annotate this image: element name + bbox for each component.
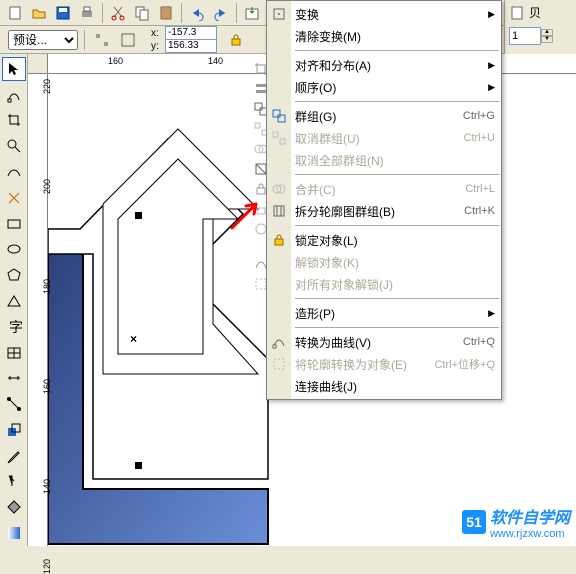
menu-item[interactable]: 变换▶ <box>267 3 501 25</box>
open-icon[interactable] <box>28 2 50 24</box>
import-icon[interactable] <box>241 2 263 24</box>
basic-shapes-tool[interactable] <box>2 289 26 313</box>
menu-item[interactable]: 造形(P)▶ <box>267 302 501 324</box>
redo-icon[interactable] <box>210 2 232 24</box>
watermark-text: 软件自学网 <box>490 504 570 528</box>
copy-icon[interactable] <box>131 2 153 24</box>
menu-item[interactable]: 转换为曲线(V)Ctrl+Q <box>267 331 501 353</box>
undo-icon[interactable] <box>186 2 208 24</box>
watermark-icon: 51 <box>462 510 486 534</box>
connector-tool[interactable] <box>2 392 26 416</box>
selection-handle[interactable] <box>135 212 142 219</box>
ruler-corner[interactable] <box>28 54 48 74</box>
menu-item[interactable]: 顺序(O)▶ <box>267 76 501 98</box>
svg-text:字: 字 <box>9 319 22 335</box>
panel-label: 贝 <box>529 4 541 21</box>
preset-select[interactable]: 预设... <box>8 30 78 50</box>
menu-item[interactable]: 对齐和分布(A)▶ <box>267 54 501 76</box>
shape-tool[interactable] <box>2 83 26 107</box>
menu-item: 取消全部群组(N) <box>267 149 501 171</box>
pick-tool[interactable] <box>2 57 26 81</box>
selection-handle[interactable] <box>135 462 142 469</box>
spinner-field[interactable] <box>509 27 541 45</box>
doc-icon <box>509 5 525 21</box>
watermark: 51 软件自学网 www.rjzxw.com <box>462 504 570 540</box>
ruler-vertical[interactable]: 220200180160140120 <box>28 74 48 546</box>
x-value[interactable]: -157.3 <box>165 26 217 40</box>
interactive-fill-tool[interactable] <box>2 521 26 545</box>
x-label: x: <box>151 28 165 39</box>
red-arrow-annotation <box>228 196 264 232</box>
y-value[interactable]: 156.33 <box>165 39 217 53</box>
print-icon[interactable] <box>76 2 98 24</box>
paste-icon[interactable] <box>155 2 177 24</box>
position-icon[interactable] <box>91 29 113 51</box>
menu-item[interactable]: 锁定对象(L) <box>267 229 501 251</box>
menu-item: 解锁对象(K) <box>267 251 501 273</box>
smart-fill-tool[interactable] <box>2 186 26 210</box>
rectangle-tool[interactable] <box>2 212 26 236</box>
coord-box: x: -157.3 y: 156.33 <box>151 27 217 53</box>
menu-item: 对所有对象解锁(J) <box>267 273 501 295</box>
selection-center[interactable]: × <box>130 332 137 346</box>
eyedropper-tool[interactable] <box>2 444 26 468</box>
fill-tool[interactable] <box>2 495 26 519</box>
menu-item: 将轮廓转换为对象(E)Ctrl+位移+Q <box>267 353 501 375</box>
dimension-tool[interactable] <box>2 366 26 390</box>
zoom-tool[interactable] <box>2 134 26 158</box>
menu-item: 取消群组(U)Ctrl+U <box>267 127 501 149</box>
menu-item[interactable]: 拆分轮廓图群组(B)Ctrl+K <box>267 200 501 222</box>
spinner-input[interactable]: ▲▼ <box>509 27 572 45</box>
text-tool[interactable]: 字 <box>2 315 26 339</box>
lock-aspect-icon[interactable] <box>225 29 247 51</box>
y-label: y: <box>151 41 165 52</box>
menu-item: 合并(C)Ctrl+L <box>267 178 501 200</box>
size-icon[interactable] <box>117 29 139 51</box>
effects-tool[interactable] <box>2 418 26 442</box>
menu-item[interactable]: 清除变换(M) <box>267 25 501 47</box>
new-icon[interactable] <box>4 2 26 24</box>
freehand-tool[interactable] <box>2 160 26 184</box>
table-tool[interactable] <box>2 341 26 365</box>
ellipse-tool[interactable] <box>2 238 26 262</box>
watermark-url: www.rjzxw.com <box>490 528 570 540</box>
crop-tool[interactable] <box>2 109 26 133</box>
menu-item[interactable]: 连接曲线(J) <box>267 375 501 397</box>
menu-item[interactable]: 群组(G)Ctrl+G <box>267 105 501 127</box>
save-icon[interactable] <box>52 2 74 24</box>
left-toolbox: 字 <box>0 54 28 546</box>
cut-icon[interactable] <box>107 2 129 24</box>
right-panel: 贝 ▲▼ <box>504 0 576 54</box>
outline-tool[interactable] <box>2 470 26 494</box>
context-menu: 变换▶清除变换(M) 对齐和分布(A)▶顺序(O)▶ 群组(G)Ctrl+G取消群组… <box>266 0 502 400</box>
polygon-tool[interactable] <box>2 263 26 287</box>
